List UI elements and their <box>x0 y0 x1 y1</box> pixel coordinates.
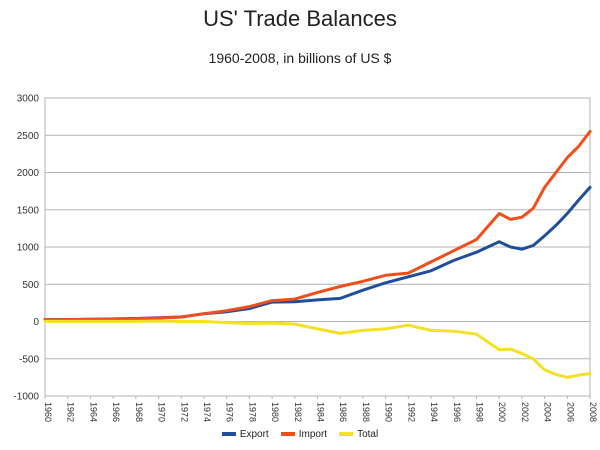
x-tick-label: 1960 <box>43 402 53 422</box>
y-tick-label: 3000 <box>17 94 40 105</box>
legend-label: Export <box>239 428 269 440</box>
x-tick-label: 1974 <box>202 402 212 422</box>
y-tick-label: 1500 <box>17 205 40 216</box>
y-tick-label: -1000 <box>13 392 39 403</box>
x-tick-label: 1982 <box>293 402 303 422</box>
x-tick-label: 1990 <box>384 402 394 422</box>
x-tick-label: 1964 <box>88 402 98 422</box>
x-tick-label: 1970 <box>157 402 167 422</box>
legend-item-import: Import <box>280 428 328 440</box>
series-line-total <box>43 319 592 379</box>
legend-swatch <box>280 432 295 436</box>
chart-subtitle: 1960-2008, in billions of US $ <box>208 50 392 66</box>
x-tick-label: 1996 <box>452 402 462 422</box>
x-tick-label: 1984 <box>316 402 326 422</box>
x-tick-label: 1968 <box>134 402 144 422</box>
x-tick-label: 1986 <box>338 402 348 422</box>
y-tick-label: 0 <box>33 317 39 328</box>
x-tick-label: 2004 <box>543 402 553 422</box>
x-tick-label: 2008 <box>588 402 598 422</box>
legend-item-export: Export <box>221 428 269 440</box>
x-tick-label: 1962 <box>66 402 76 422</box>
x-tick-label: 1966 <box>111 402 121 422</box>
x-tick-label: 1992 <box>406 402 416 422</box>
x-tick-label: 1980 <box>270 402 280 422</box>
y-tick-label: -500 <box>19 354 39 365</box>
x-tick-label: 1994 <box>429 402 439 422</box>
series-line-export <box>43 185 592 322</box>
y-tick-label: 1000 <box>17 243 40 254</box>
x-tick-label: 1988 <box>361 402 371 422</box>
x-tick-label: 1972 <box>179 402 189 422</box>
y-tick-label: 2000 <box>17 168 40 179</box>
x-tick-label: 1998 <box>474 402 484 422</box>
series-line-import <box>43 130 592 322</box>
y-tick-label: 2500 <box>17 131 40 142</box>
x-tick-label: 2000 <box>497 402 507 422</box>
x-tick-label: 1978 <box>247 402 257 422</box>
legend-swatch <box>339 432 354 436</box>
legend-label: Import <box>298 428 328 440</box>
legend-item-total: Total <box>339 429 378 440</box>
x-tick-label: 2006 <box>565 402 575 422</box>
legend-label: Total <box>357 428 379 440</box>
chart-title: US' Trade Balances <box>203 6 397 31</box>
x-tick-label: 1976 <box>225 402 235 422</box>
legend-swatch <box>221 432 236 436</box>
y-tick-label: 500 <box>22 280 39 291</box>
legend: Export Import Total <box>0 428 600 440</box>
x-tick-label: 2002 <box>520 402 530 422</box>
